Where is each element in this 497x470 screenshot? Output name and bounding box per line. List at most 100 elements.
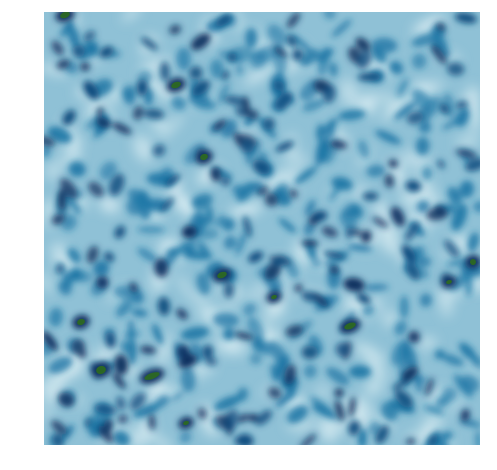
mid-blob bbox=[214, 214, 225, 228]
pale-highlight bbox=[99, 197, 120, 213]
mid-blob bbox=[303, 364, 317, 379]
dark-blob bbox=[58, 392, 75, 407]
mid-blob bbox=[323, 123, 336, 139]
pale-highlight bbox=[337, 292, 351, 301]
dark-blob bbox=[72, 44, 85, 58]
dark-blob bbox=[99, 46, 114, 58]
dark-blob bbox=[197, 407, 207, 420]
dark-blob bbox=[44, 135, 56, 147]
mid-blob bbox=[375, 129, 402, 145]
dark-blob bbox=[114, 354, 129, 376]
mid-blob bbox=[176, 47, 192, 71]
noise-field-panel bbox=[44, 12, 480, 445]
dark-blob bbox=[427, 434, 438, 445]
dark-blob bbox=[292, 48, 304, 61]
green-core bbox=[446, 279, 452, 285]
pale-highlight bbox=[92, 344, 115, 367]
dark-blob bbox=[252, 159, 271, 175]
dark-blobs bbox=[44, 12, 480, 445]
dark-blob bbox=[355, 37, 371, 52]
mid-blob bbox=[358, 140, 370, 159]
dark-blob bbox=[96, 107, 104, 116]
dark-blob bbox=[345, 226, 353, 239]
mid-blob bbox=[180, 326, 210, 341]
pale-highlight bbox=[292, 152, 307, 168]
mid-blob bbox=[470, 356, 480, 366]
mid-blob bbox=[435, 396, 450, 408]
mid-blob bbox=[338, 109, 366, 121]
dark-blob bbox=[264, 262, 282, 280]
dark-blob bbox=[98, 425, 114, 443]
dark-blob bbox=[94, 404, 117, 415]
pale-highlight bbox=[434, 289, 467, 298]
dark-blob bbox=[164, 174, 181, 187]
dark-blob bbox=[58, 189, 66, 212]
dark-blob bbox=[443, 239, 460, 258]
dark-blob bbox=[157, 296, 171, 316]
mid-blob bbox=[137, 189, 152, 220]
dark-blob bbox=[388, 159, 398, 168]
mid-blob bbox=[294, 166, 317, 185]
mid-blob bbox=[475, 429, 480, 445]
dark-blob bbox=[243, 215, 252, 238]
mid-blob bbox=[455, 107, 470, 127]
mid-blob bbox=[412, 245, 426, 269]
pale-highlight bbox=[353, 342, 386, 364]
dark-blob bbox=[189, 66, 203, 80]
pale-highlight bbox=[173, 195, 200, 217]
noise-field-image bbox=[44, 12, 480, 445]
mid-blob bbox=[93, 260, 110, 277]
mid-blob bbox=[357, 428, 368, 445]
mid-blob bbox=[48, 307, 64, 327]
dark-blob bbox=[227, 52, 237, 62]
green-cores bbox=[60, 12, 476, 426]
dark-blob bbox=[455, 149, 478, 158]
mid-blob bbox=[371, 46, 387, 63]
mid-blob bbox=[347, 243, 373, 252]
mid-blob bbox=[316, 123, 325, 141]
mid-blob bbox=[115, 300, 133, 318]
dark-blob bbox=[86, 245, 99, 264]
dark-blob bbox=[154, 258, 169, 278]
dark-blob bbox=[221, 70, 230, 80]
mid-blob bbox=[441, 430, 451, 440]
dark-blob bbox=[460, 408, 470, 422]
mid-blob bbox=[180, 366, 196, 393]
green-core bbox=[144, 372, 160, 380]
mid-blob bbox=[59, 18, 74, 38]
dark-blob bbox=[348, 420, 361, 436]
mid-blob bbox=[99, 161, 117, 180]
dark-blob bbox=[285, 324, 304, 337]
dark-blob bbox=[362, 191, 379, 201]
pale-highlight bbox=[339, 78, 360, 109]
pale-highlight bbox=[420, 410, 446, 433]
green-core bbox=[271, 294, 277, 300]
dark-blob bbox=[446, 62, 465, 76]
dark-blob bbox=[348, 396, 356, 418]
dark-blob bbox=[117, 414, 128, 424]
mid-blob bbox=[137, 247, 157, 262]
dark-blob bbox=[96, 275, 109, 289]
pale-highlight bbox=[324, 419, 349, 433]
dark-blob bbox=[112, 373, 126, 389]
pale-highlight bbox=[176, 273, 195, 302]
pale-highlight bbox=[248, 282, 265, 303]
dark-blob bbox=[148, 413, 156, 431]
dark-blob bbox=[220, 176, 231, 187]
dark-blob bbox=[223, 281, 235, 299]
dark-blob bbox=[465, 158, 480, 172]
mid-blob bbox=[196, 272, 211, 296]
mid-blob bbox=[323, 12, 336, 20]
dark-blob bbox=[273, 80, 285, 92]
mid-blob bbox=[287, 405, 309, 424]
pale-highlight bbox=[44, 271, 53, 294]
dark-blob bbox=[351, 228, 362, 237]
dark-blob bbox=[301, 240, 319, 247]
dark-blob bbox=[294, 283, 303, 293]
mid-blob bbox=[302, 98, 326, 112]
dark-blob bbox=[286, 34, 297, 47]
mid-blob bbox=[196, 215, 214, 227]
mid-blob bbox=[329, 180, 344, 202]
pale-highlight bbox=[418, 337, 437, 349]
mid-blob bbox=[311, 404, 338, 419]
